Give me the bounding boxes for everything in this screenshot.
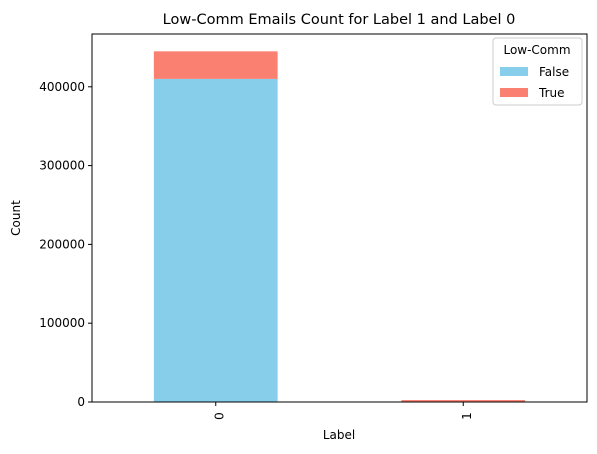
y-tick-label-3: 300000: [39, 159, 85, 173]
chart-title: Low-Comm Emails Count for Label 1 and La…: [163, 12, 516, 28]
y-axis-label: Count: [9, 200, 23, 236]
legend-swatch-false: [500, 67, 528, 76]
bar-true-1: [401, 400, 525, 402]
x-tick-label-1: 1: [460, 412, 474, 420]
y-tick-label-0: 0: [77, 395, 85, 409]
bar-true-0: [154, 51, 278, 79]
x-tick-label-0: 0: [212, 412, 226, 420]
plot-area: 0 1 0 100000 200000 300000 400000: [39, 51, 525, 419]
legend-title: Low-Comm: [503, 43, 570, 57]
legend: Low-Comm False True: [493, 38, 582, 105]
bar-false-0: [154, 79, 278, 402]
y-tick-label-1: 100000: [39, 316, 85, 330]
x-axis-label: Label: [323, 428, 355, 442]
y-tick-label-4: 400000: [39, 80, 85, 94]
legend-label-true: True: [538, 86, 565, 100]
y-tick-label-2: 200000: [39, 237, 85, 251]
legend-label-false: False: [539, 65, 569, 79]
legend-swatch-true: [500, 88, 528, 97]
